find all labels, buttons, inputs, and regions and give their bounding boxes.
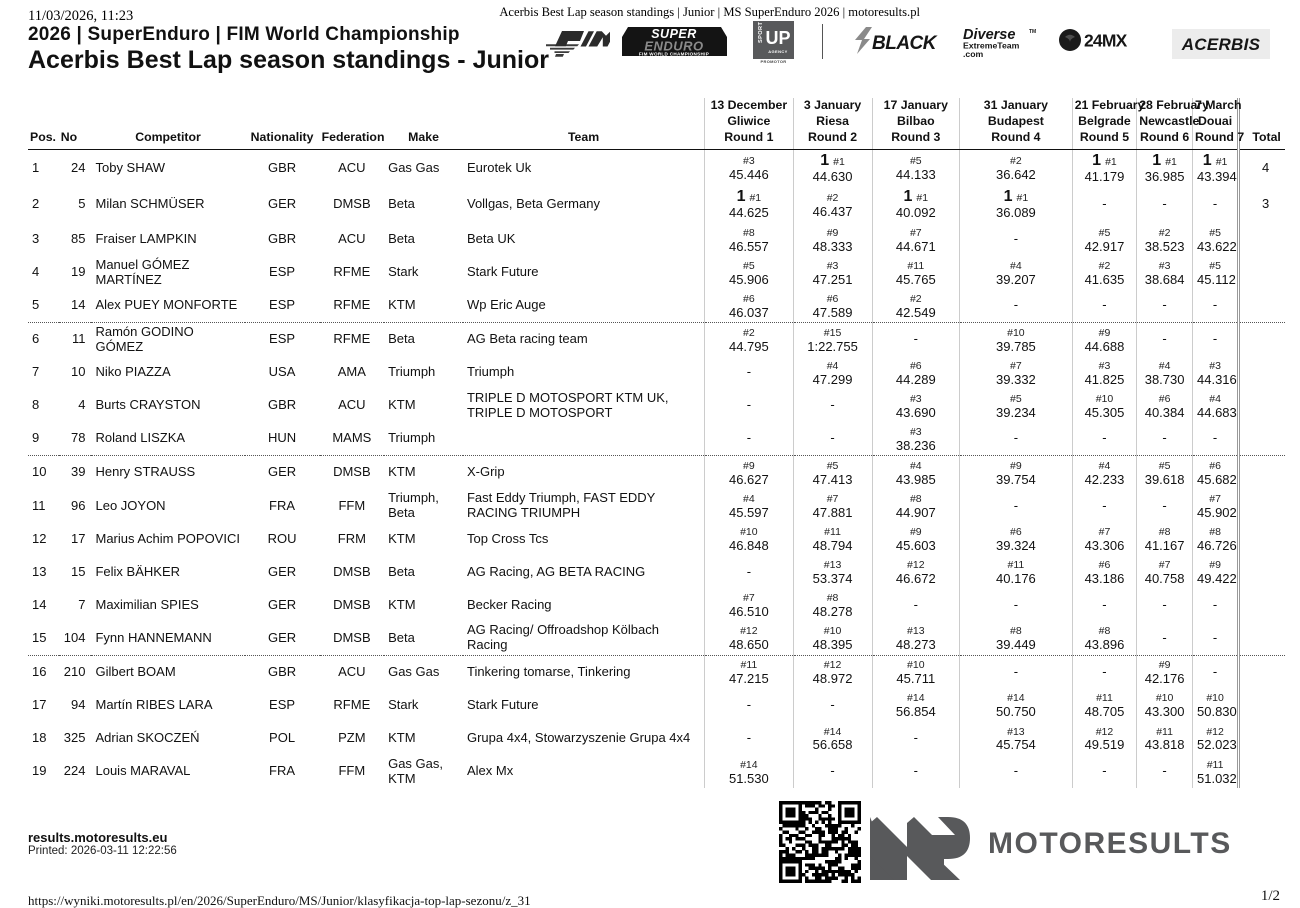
svg-text:UP: UP <box>765 28 790 48</box>
svg-text:24MX: 24MX <box>1084 31 1128 51</box>
svg-text:TM: TM <box>1029 29 1036 35</box>
svg-text:AGENCY: AGENCY <box>768 49 788 54</box>
svg-text:FIM WORLD CHAMPIONSHIP: FIM WORLD CHAMPIONSHIP <box>639 52 709 57</box>
svg-text:ACERBIS: ACERBIS <box>1180 35 1260 54</box>
svg-text:SPORT: SPORT <box>758 22 764 43</box>
svg-text:.com: .com <box>963 49 984 58</box>
svg-text:BLACK: BLACK <box>872 33 938 54</box>
